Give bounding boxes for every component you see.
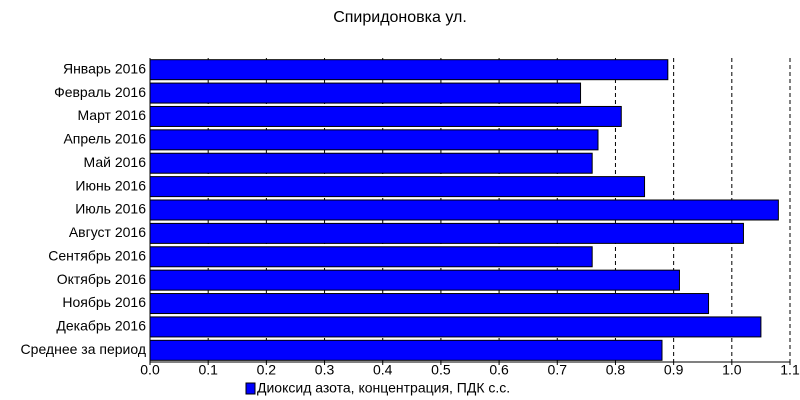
bar [149,339,663,361]
x-tick-label: 0.5 [431,362,451,378]
x-tick-label: 0.2 [257,362,277,378]
y-tick-label: Среднее за период [21,341,146,357]
bar [149,129,599,151]
x-tick-label: 0.4 [373,362,393,378]
y-tick-label: Июль 2016 [75,201,146,217]
x-tick-label: 0.9 [664,362,684,378]
bar [149,176,646,198]
bar [149,246,593,268]
bar [149,82,582,104]
y-tick-label: Сентябрь 2016 [48,247,146,263]
bar [149,152,593,174]
x-tick-label: 0.6 [489,362,509,378]
bar [149,222,744,244]
bar [149,59,669,81]
bar [149,316,762,338]
legend-swatch [245,382,256,395]
y-tick-label: Ноябрь 2016 [62,294,146,310]
y-tick-label: Июнь 2016 [75,177,146,193]
y-tick-label: Апрель 2016 [63,131,146,147]
bar [149,105,622,127]
x-tick-label: 1.1 [780,362,800,378]
y-tick-label: Март 2016 [77,107,146,123]
bar [149,199,779,221]
y-tick-label: Январь 2016 [63,60,146,76]
chart-title: Спиридоновка ул. [333,9,467,26]
y-tick-label: Февраль 2016 [54,84,146,100]
bar [149,293,710,315]
x-tick-label: 0.0 [140,362,160,378]
legend-label: Диоксид азота, концентрация, ПДК с.с. [257,380,510,396]
y-tick-label: Август 2016 [69,224,146,240]
y-tick-label: Октябрь 2016 [57,271,147,287]
y-tick-label: Май 2016 [84,154,147,170]
x-tick-label: 0.3 [315,362,335,378]
x-tick-label: 0.1 [198,362,218,378]
x-tick-label: 0.7 [548,362,568,378]
x-tick-label: 1.0 [722,362,742,378]
bar [149,269,680,291]
y-tick-label: Декабрь 2016 [56,318,146,334]
x-tick-label: 0.8 [606,362,626,378]
